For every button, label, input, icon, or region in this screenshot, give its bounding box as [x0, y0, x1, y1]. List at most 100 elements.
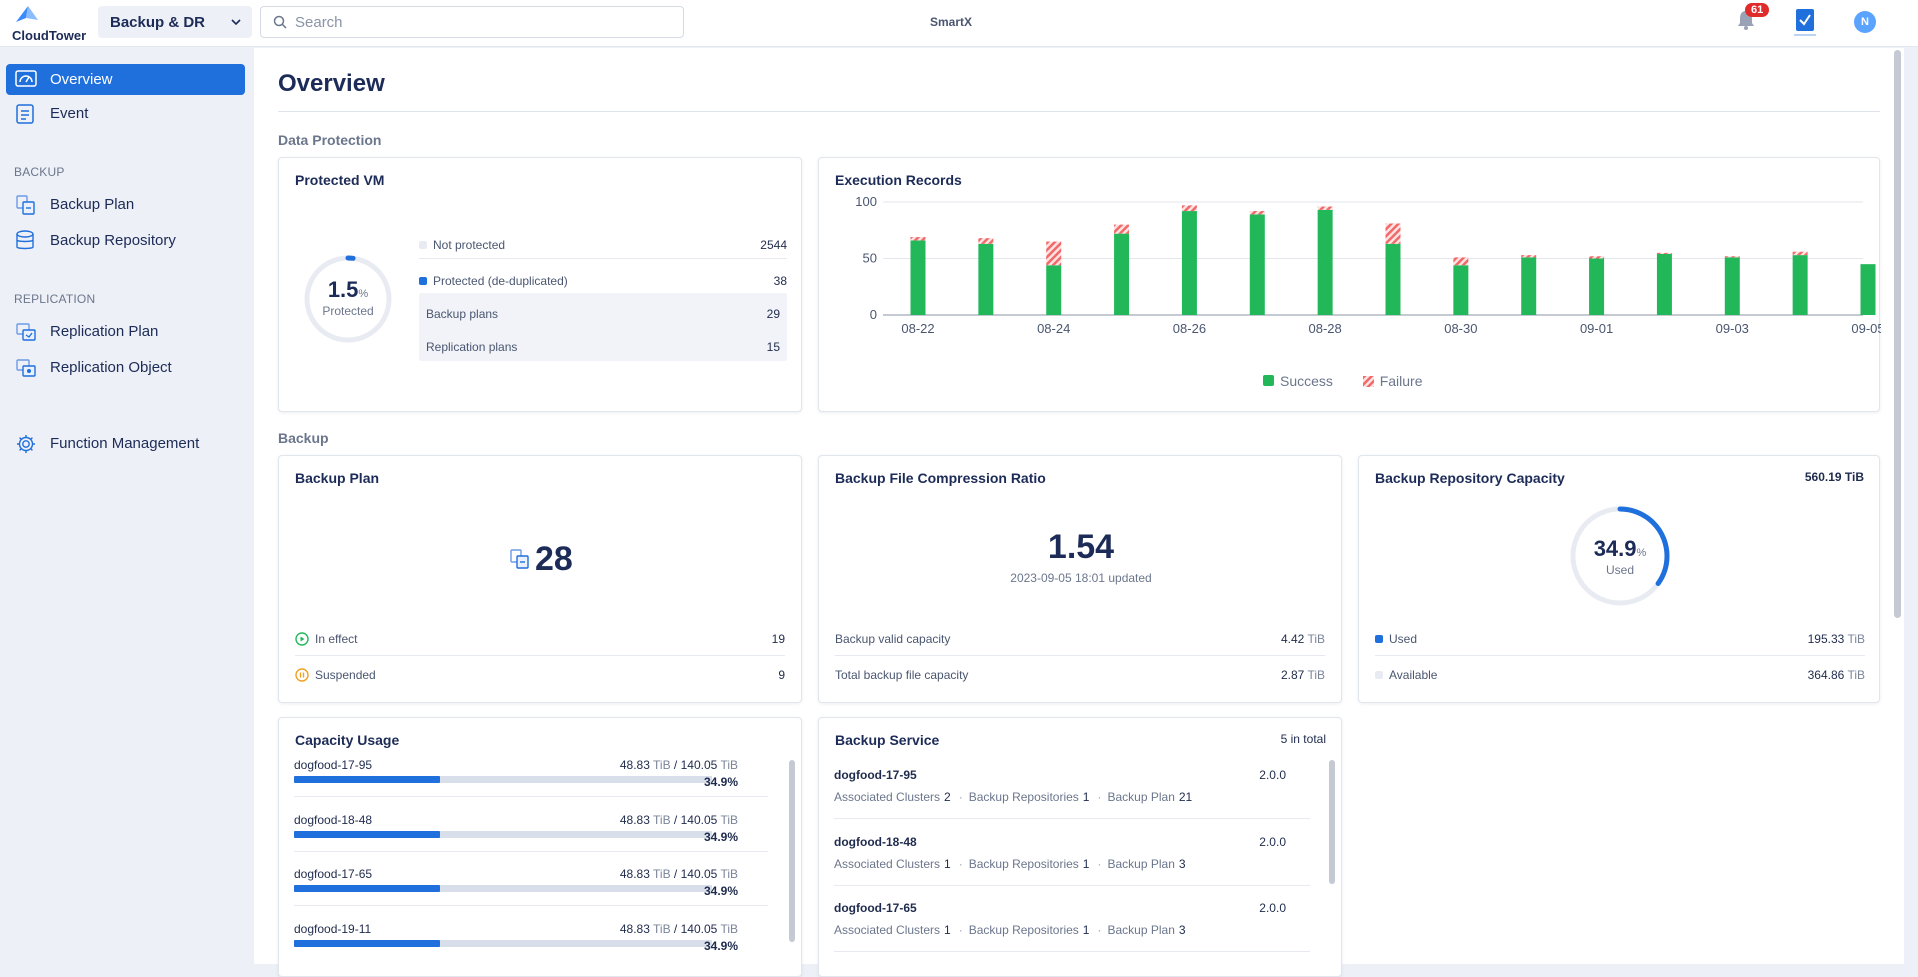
pause-circle-icon	[295, 668, 309, 682]
capacity-item-name: dogfood-17-95	[294, 758, 373, 772]
bar-success[interactable]	[1589, 258, 1605, 316]
meta-label: Backup Repositories	[968, 790, 1079, 804]
meta-label: Backup Plan	[1107, 923, 1175, 937]
bar-failure[interactable]	[1521, 255, 1537, 258]
bar-failure[interactable]	[1249, 211, 1265, 215]
sidebar-item-replication-plan[interactable]: Replication Plan	[6, 316, 245, 347]
service-item[interactable]: dogfood-18-48 2.0.0 Associated Clusters 1…	[834, 835, 1310, 901]
row-value-unit: TiB	[1847, 668, 1865, 682]
meta-separator: ·	[958, 923, 963, 937]
sidebar-item-backup-repository[interactable]: Backup Repository	[6, 225, 245, 256]
section-data-protection: Data Protection	[278, 132, 382, 148]
page-scrollbar-thumb[interactable]	[1894, 50, 1901, 618]
capacity-item[interactable]: dogfood-19-11 48.83 TiB / 140.05 TiB 34.…	[294, 922, 768, 976]
row-value: 9	[778, 668, 785, 682]
capacity-bar-fill	[294, 885, 440, 892]
bar-failure[interactable]	[1181, 205, 1197, 212]
capacity-item[interactable]: dogfood-17-65 48.83 TiB / 140.05 TiB 34.…	[294, 867, 768, 922]
replication-plans-row: Replication plans 15	[426, 340, 780, 354]
row-value: 19	[771, 632, 785, 646]
available-row: Available 364.86 TiB	[1375, 668, 1865, 682]
bar-failure[interactable]	[1453, 257, 1469, 266]
bar-success[interactable]	[1521, 257, 1537, 315]
service-meta: Associated Clusters 1 · Backup Repositories…	[834, 923, 1188, 937]
bar-failure[interactable]	[978, 238, 994, 244]
bar-success[interactable]	[1046, 265, 1062, 315]
sidebar-item-label: Replication Plan	[50, 323, 159, 340]
search-box[interactable]	[260, 6, 684, 38]
protected-ring	[304, 255, 392, 343]
card-title: Backup Service	[835, 732, 940, 748]
sidebar-item-overview[interactable]: Overview	[6, 64, 245, 95]
row-label: Total backup file capacity	[835, 668, 969, 682]
repos-count: 1	[1082, 923, 1090, 937]
protected-vm-card: Protected VM 1.5% Protected Not protecte…	[278, 157, 802, 412]
used-percent-unit: %	[1636, 547, 1647, 559]
sidebar-item-event[interactable]: Event	[6, 98, 245, 129]
cloudtower-logo[interactable]: CloudTower	[12, 4, 90, 43]
bar-failure[interactable]	[1317, 206, 1333, 210]
page-scrollbar[interactable]	[1893, 48, 1902, 964]
service-version: 2.0.0	[1259, 835, 1286, 849]
service-item[interactable]: dogfood-17-95 2.0.0 Associated Clusters 2…	[834, 768, 1310, 834]
meta-separator: ·	[958, 790, 963, 804]
backup-plan-card: Backup Plan 28 In effect 19 Suspended 9	[278, 455, 802, 703]
app-switcher[interactable]: Backup & DR	[98, 6, 252, 38]
bar-success[interactable]	[1385, 243, 1401, 315]
row-value-unit: TiB	[1847, 632, 1865, 646]
service-item[interactable]: dogfood-17-65 2.0.0 Associated Clusters 1…	[834, 901, 1310, 967]
bar-failure[interactable]	[1792, 251, 1808, 256]
bar-success[interactable]	[1792, 255, 1808, 315]
unit: TiB	[720, 758, 738, 772]
sidebar-item-function-management[interactable]: Function Management	[6, 428, 245, 459]
service-name: dogfood-17-65	[834, 901, 917, 915]
meta-separator: ·	[958, 857, 963, 871]
user-avatar[interactable]: N	[1854, 11, 1876, 33]
capacity-item-name: dogfood-19-11	[294, 922, 372, 936]
backup-plans-row: Backup plans 29	[426, 307, 780, 321]
bar-failure[interactable]	[1724, 256, 1740, 258]
bar-success[interactable]	[1724, 257, 1740, 315]
used-value: 48.83	[619, 922, 650, 936]
sidebar-item-replication-object[interactable]: Replication Object	[6, 352, 245, 383]
row-value: 29	[766, 307, 780, 321]
bar-success[interactable]	[1181, 211, 1197, 315]
bar-failure[interactable]	[1385, 223, 1401, 244]
sidebar-item-label: Backup Plan	[50, 196, 135, 213]
bar-success[interactable]	[1317, 209, 1333, 315]
capacity-item[interactable]: dogfood-18-48 48.83 TiB / 140.05 TiB 34.…	[294, 813, 768, 868]
row-label: In effect	[315, 632, 358, 646]
service-list-scrollbar[interactable]	[1329, 760, 1335, 884]
bar-success[interactable]	[910, 240, 926, 315]
sidebar-item-backup-plan[interactable]: Backup Plan	[6, 189, 245, 220]
bar-success[interactable]	[1656, 253, 1672, 315]
bar-success[interactable]	[978, 243, 994, 315]
bar-success[interactable]	[1249, 214, 1265, 315]
capacity-item[interactable]: dogfood-17-95 48.83 TiB / 140.05 TiB 34.…	[294, 758, 768, 813]
bar-failure[interactable]	[1114, 224, 1130, 234]
bar-success[interactable]	[1860, 264, 1876, 315]
suspended-row: Suspended 9	[295, 668, 785, 682]
task-center-icon[interactable]	[1794, 8, 1816, 36]
bar-failure[interactable]	[1589, 256, 1605, 259]
sidebar-item-label: Function Management	[50, 435, 200, 452]
bar-failure[interactable]	[1046, 241, 1062, 266]
row-label: Suspended	[315, 668, 376, 682]
capacity-list-scrollbar[interactable]	[789, 760, 795, 942]
bar-failure[interactable]	[1656, 252, 1672, 254]
total-value: 140.05	[680, 813, 718, 827]
execution-records-card: Execution Records 0 50 100 08-22 08-24 08-26…	[818, 157, 1881, 412]
divider	[295, 655, 785, 656]
gear-icon	[17, 435, 35, 453]
row-value-number: 4.42	[1280, 632, 1305, 646]
capacity-bar	[294, 940, 712, 947]
service-name: dogfood-17-95	[834, 768, 917, 782]
bar-success[interactable]	[1114, 233, 1130, 315]
divider	[835, 655, 1325, 656]
unit: TiB	[720, 867, 738, 881]
bar-success[interactable]	[1453, 265, 1469, 315]
search-input[interactable]	[295, 12, 675, 32]
meta-label: Backup Repositories	[968, 923, 1079, 937]
card-title: Backup Repository Capacity	[1375, 470, 1565, 486]
bar-failure[interactable]	[910, 237, 926, 241]
